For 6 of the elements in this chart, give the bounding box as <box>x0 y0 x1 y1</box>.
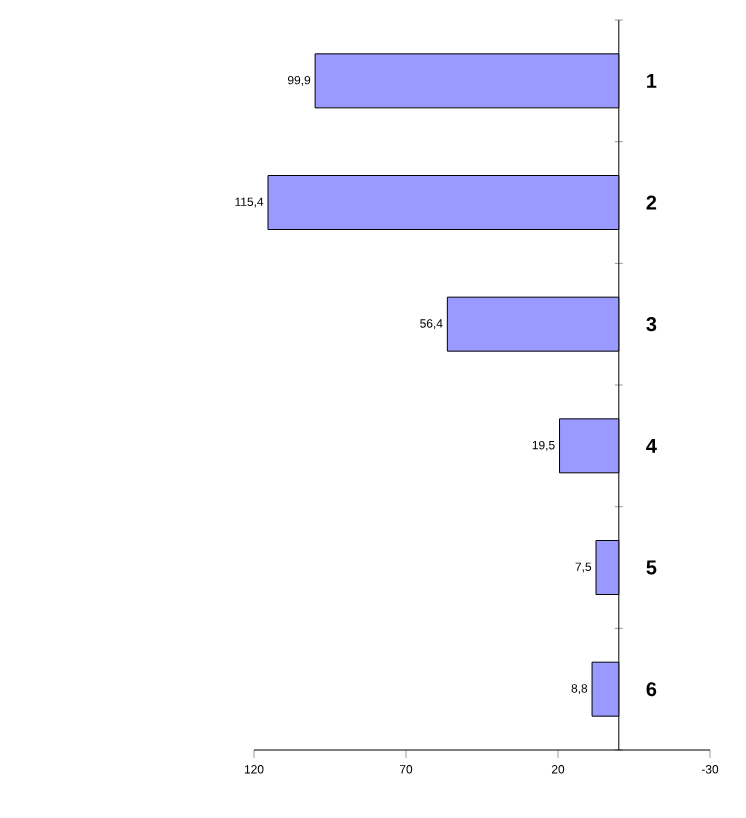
y-tick-label: 1 <box>647 73 657 88</box>
y-tick-label: 4 <box>646 438 657 453</box>
y-tick-label: 2 <box>646 195 657 210</box>
y-tick-label: 6 <box>646 682 657 697</box>
y-tick-label: 3 <box>646 317 657 332</box>
y-tick-label: 5 <box>646 560 657 575</box>
